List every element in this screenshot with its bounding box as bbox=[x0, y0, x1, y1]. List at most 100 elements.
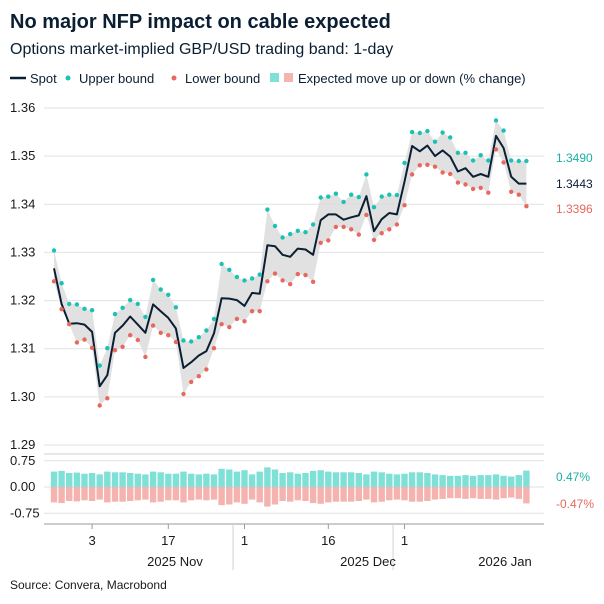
bar-down-21 bbox=[210, 487, 218, 500]
bar-up-47 bbox=[408, 472, 416, 487]
upper-point-31 bbox=[288, 231, 293, 237]
bar-y-tick-0.75: 0.75 bbox=[10, 453, 35, 468]
bar-down-24 bbox=[233, 487, 241, 503]
upper-point-1 bbox=[59, 281, 64, 286]
end-label-pct-down: -0.47% bbox=[556, 497, 594, 511]
upper-point-61 bbox=[516, 158, 521, 164]
upper-point-11 bbox=[135, 301, 140, 307]
lower-point-7 bbox=[105, 396, 110, 401]
lower-point-15 bbox=[166, 333, 171, 338]
bar-up-15 bbox=[165, 473, 172, 487]
upper-point-44 bbox=[387, 192, 392, 197]
bar-down-30 bbox=[279, 487, 286, 501]
bar-down-50 bbox=[431, 487, 439, 500]
chart-title: No major NFP impact on cable expected bbox=[10, 11, 391, 33]
bar-down-44 bbox=[386, 487, 393, 501]
bar-up-0 bbox=[50, 471, 58, 487]
bar-up-45 bbox=[393, 474, 401, 487]
bar-down-34 bbox=[309, 487, 317, 504]
upper-point-32 bbox=[295, 228, 300, 233]
bar-down-36 bbox=[325, 487, 332, 503]
lower-point-35 bbox=[318, 240, 323, 245]
upper-point-10 bbox=[128, 297, 133, 303]
bar-down-4 bbox=[81, 487, 88, 501]
lower-point-10 bbox=[128, 333, 133, 338]
end-label-spot: 1.3443 bbox=[556, 177, 593, 191]
bar-down-42 bbox=[370, 487, 378, 503]
bar-down-15 bbox=[165, 487, 172, 501]
y-tick-1.29: 1.29 bbox=[10, 437, 35, 452]
bar-down-32 bbox=[294, 487, 301, 501]
upper-point-7 bbox=[105, 346, 110, 351]
legend: Spot Upper bound Lower bound Expected mo… bbox=[10, 71, 526, 86]
lower-point-31 bbox=[288, 282, 293, 287]
bar-down-16 bbox=[172, 487, 180, 501]
lower-point-8 bbox=[112, 348, 118, 353]
bar-up-33 bbox=[302, 473, 309, 487]
bar-down-28 bbox=[264, 487, 271, 507]
lower-point-58 bbox=[493, 147, 499, 152]
upper-point-53 bbox=[455, 150, 461, 155]
bar-down-17 bbox=[180, 487, 187, 503]
bar-down-60 bbox=[508, 487, 515, 498]
bar-down-61 bbox=[515, 487, 522, 499]
bar-up-50 bbox=[431, 474, 439, 487]
bar-up-20 bbox=[203, 473, 210, 487]
bar-up-18 bbox=[188, 473, 195, 487]
upper-point-9 bbox=[120, 305, 125, 310]
upper-point-28 bbox=[265, 207, 270, 212]
bar-up-51 bbox=[439, 475, 446, 487]
legend-lower-swatch bbox=[171, 75, 177, 81]
bar-up-56 bbox=[477, 475, 484, 487]
bar-up-31 bbox=[287, 472, 294, 487]
bar-up-36 bbox=[325, 471, 332, 487]
upper-point-27 bbox=[257, 272, 262, 277]
legend-upper-label: Upper bound bbox=[79, 71, 154, 86]
bar-up-43 bbox=[378, 472, 385, 487]
bar-down-10 bbox=[127, 487, 134, 501]
bar-down-49 bbox=[424, 487, 431, 501]
legend-expected-up-swatch bbox=[270, 73, 279, 82]
bar-down-58 bbox=[492, 487, 500, 500]
upper-point-6 bbox=[97, 363, 102, 368]
bar-up-25 bbox=[241, 470, 248, 487]
bar-up-54 bbox=[462, 475, 469, 487]
bar-up-52 bbox=[447, 475, 454, 487]
upper-point-59 bbox=[501, 128, 506, 133]
bar-up-10 bbox=[127, 473, 134, 487]
lower-point-53 bbox=[455, 180, 461, 185]
bar-down-54 bbox=[462, 487, 469, 499]
bar-down-13 bbox=[149, 487, 157, 503]
lower-point-33 bbox=[303, 272, 308, 278]
bar-down-7 bbox=[104, 487, 111, 503]
y-tick-1.34: 1.34 bbox=[10, 196, 35, 211]
bar-down-39 bbox=[348, 487, 355, 502]
upper-point-26 bbox=[249, 276, 255, 281]
bar-y-tick-0.00: 0.00 bbox=[10, 479, 35, 494]
upper-point-24 bbox=[234, 274, 240, 280]
y-tick-1.32: 1.32 bbox=[10, 293, 35, 308]
upper-point-22 bbox=[219, 261, 224, 267]
bar-down-29 bbox=[271, 487, 279, 505]
lower-point-45 bbox=[394, 222, 400, 227]
bar-up-13 bbox=[149, 471, 157, 487]
bar-up-29 bbox=[271, 469, 279, 487]
bar-up-48 bbox=[416, 472, 423, 487]
bar-down-26 bbox=[248, 487, 256, 500]
lower-point-4 bbox=[82, 337, 87, 342]
upper-point-57 bbox=[486, 158, 491, 163]
upper-point-54 bbox=[463, 150, 468, 155]
upper-point-4 bbox=[82, 306, 87, 311]
lower-point-43 bbox=[379, 231, 384, 236]
bar-down-25 bbox=[241, 487, 248, 504]
bar-down-3 bbox=[73, 487, 81, 502]
lower-point-23 bbox=[227, 324, 232, 330]
upper-point-2 bbox=[67, 301, 72, 307]
bar-down-22 bbox=[218, 487, 225, 506]
upper-point-35 bbox=[318, 195, 323, 200]
bar-down-43 bbox=[378, 487, 385, 502]
bar-up-41 bbox=[363, 474, 370, 487]
lower-point-37 bbox=[333, 224, 339, 230]
upper-point-21 bbox=[211, 316, 217, 322]
lower-point-39 bbox=[349, 227, 354, 232]
